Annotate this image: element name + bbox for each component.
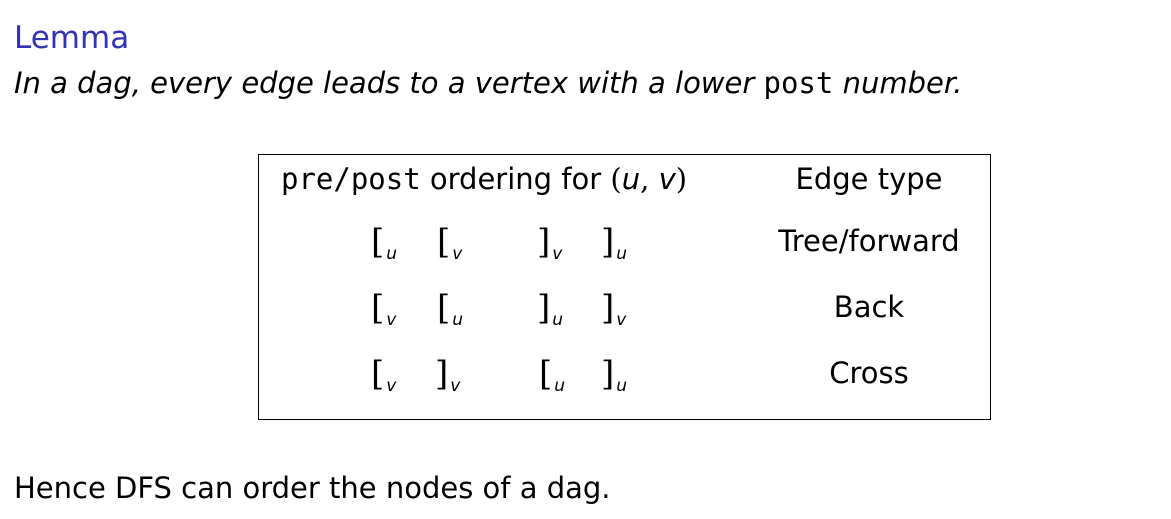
lemma-title: Lemma [14, 20, 130, 56]
header-ordering-text: ordering for [420, 162, 611, 196]
edge-type-label: Tree/forward [778, 224, 960, 258]
header-comma: , [640, 162, 659, 196]
bracket: ] u [601, 354, 628, 396]
table-row: [v ] v [u ] u Cross [259, 351, 992, 411]
bracket: [v [371, 354, 397, 396]
bracket: ] v [601, 288, 627, 330]
lemma-text-after: number. [833, 66, 963, 100]
bracket: [v [371, 288, 397, 330]
header-prepost: pre/post [281, 162, 421, 196]
bracket: ] v [537, 222, 563, 264]
conclusion-text: Hence DFS can order the nodes of a dag. [14, 471, 611, 505]
bracket: [v [437, 222, 463, 264]
header-var-v: v [658, 162, 676, 196]
header-paren-open: ( [610, 162, 622, 196]
header-var-u: u [621, 162, 641, 196]
bracket: [u [539, 354, 566, 396]
bracket: ] v [435, 354, 461, 396]
lemma-code: post [763, 66, 834, 100]
bracket: ] u [601, 222, 628, 264]
table-row: [v [u ] u ] v Back [259, 285, 992, 345]
lemma-statement: In a dag, every edge leads to a vertex w… [14, 63, 962, 103]
edge-type-label: Back [833, 290, 905, 324]
bracket: [u [437, 288, 464, 330]
edge-type-label: Cross [829, 356, 909, 390]
header-ordering: pre/post ordering for (u, v) [281, 159, 687, 199]
lemma-text-before: In a dag, every edge leads to a vertex w… [14, 66, 764, 100]
bracket: ] u [537, 288, 564, 330]
edge-classification-table: pre/post ordering for (u, v) Edge type [… [258, 154, 991, 420]
header-edge-type: Edge type [795, 162, 943, 196]
bracket: [u [371, 222, 398, 264]
header-paren-close: ) [675, 162, 688, 196]
table-row: [u [v ] v ] u Tree/forward [259, 219, 992, 279]
